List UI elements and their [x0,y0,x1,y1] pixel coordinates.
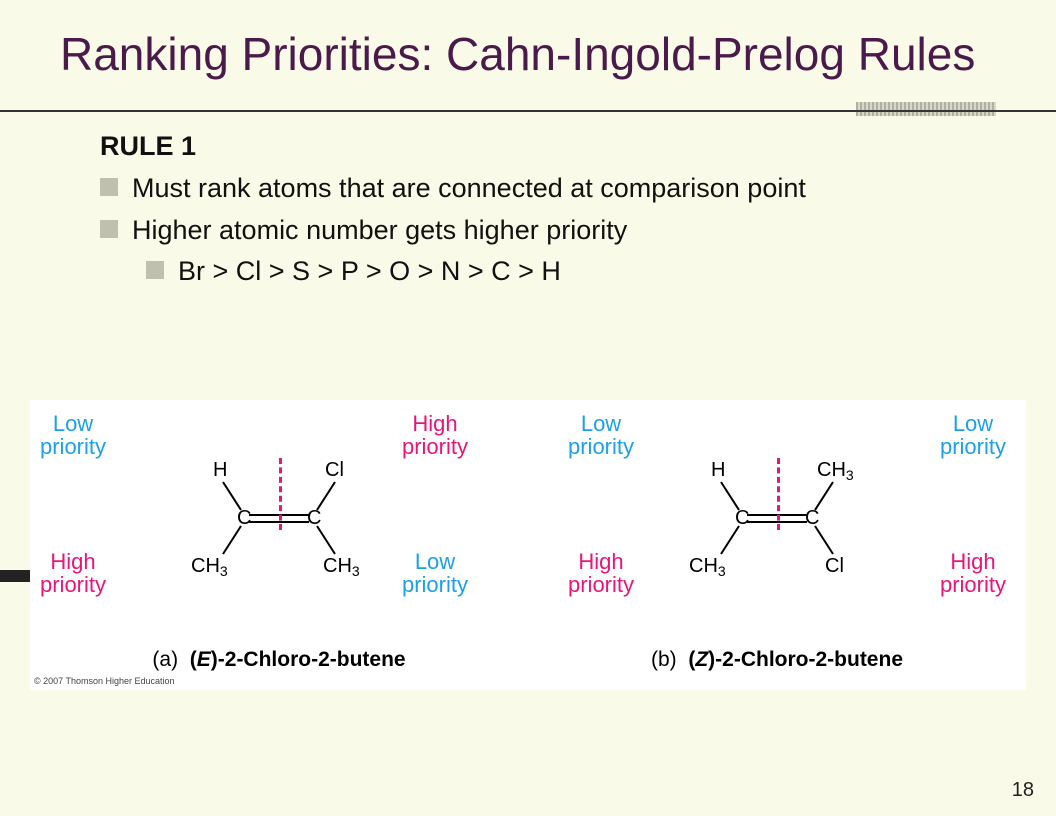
rule-heading: RULE 1 [100,131,996,162]
figure-panel: Lowpriority Highpriority Highpriority Lo… [30,400,1026,690]
figure-b: Lowpriority Lowpriority Highpriority Hig… [528,400,1026,690]
caption-b: (b) (Z)-2-Chloro-2-butene [528,648,1026,672]
caption-a: (a) (E)-2-Chloro-2-butene [30,648,528,672]
atom-a-tr: Cl [325,459,344,481]
figure-a: Lowpriority Highpriority Highpriority Lo… [30,400,528,690]
bullet-1-text: Must rank atoms that are connected at co… [132,172,806,206]
figure-copyright: © 2007 Thomson Higher Education [34,676,175,686]
svg-text:C: C [307,507,321,529]
slide-title: Ranking Priorities: Cahn-Ingold-Prelog R… [0,0,1056,99]
square-bullet-icon [100,178,118,196]
title-divider [0,99,1056,113]
page-number: 18 [1012,779,1034,802]
bullet-3: Br > Cl > S > P > O > N > C > H [146,255,996,289]
atom-b-tr: CH3 [817,459,854,483]
divider-line [0,110,1056,112]
bullet-3-text: Br > Cl > S > P > O > N > C > H [178,255,561,289]
priority-label-br-a: Lowpriority [402,550,468,596]
priority-label-bl-a: Highpriority [40,550,106,596]
bullet-2-text: Higher atomic number gets higher priorit… [132,214,627,248]
dashed-divider-a [279,458,282,530]
svg-text:C: C [237,507,251,529]
square-bullet-icon [100,220,118,238]
bullet-1: Must rank atoms that are connected at co… [100,172,996,206]
svg-text:C: C [735,507,749,529]
priority-label-tr-b: Lowpriority [940,412,1006,458]
content-area: RULE 1 Must rank atoms that are connecte… [0,121,1056,289]
left-side-accent [0,570,30,582]
priority-label-tl-a: Lowpriority [40,412,106,458]
bullet-2: Higher atomic number gets higher priorit… [100,214,996,248]
molecule-a: C C H Cl CH3 CH3 [189,440,369,590]
dashed-divider-b [777,458,780,530]
priority-label-bl-b: Highpriority [568,550,634,596]
divider-accent [856,102,996,116]
atom-b-br: Cl [825,555,844,577]
atom-b-bl: CH3 [689,555,726,579]
molecule-b: C C H CH3 CH3 Cl [687,440,867,590]
priority-label-tr-a: Highpriority [402,412,468,458]
atom-a-bl: CH3 [191,555,228,579]
square-bullet-icon [146,261,164,279]
svg-text:C: C [805,507,819,529]
atom-a-br: CH3 [323,555,360,579]
atom-b-tl: H [711,459,725,481]
atom-a-tl: H [213,459,227,481]
priority-label-br-b: Highpriority [940,550,1006,596]
priority-label-tl-b: Lowpriority [568,412,634,458]
